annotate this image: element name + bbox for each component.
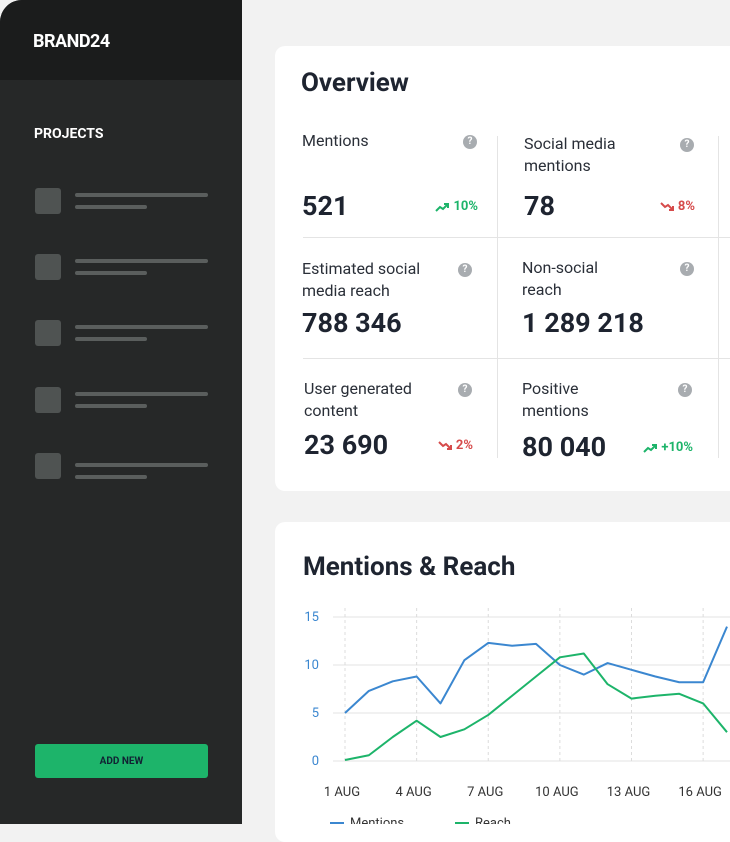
divider (497, 136, 498, 458)
divider (718, 136, 719, 458)
x-tick-label: 13 AUG (607, 785, 651, 800)
project-line (75, 259, 208, 263)
change-text: 8% (677, 199, 695, 214)
metric-label: Mentions (302, 131, 369, 150)
chart: 0 5 10 15 1 AUG 4 AUG 7 AUG 10 AUG 13 AUG 16 AUG M… (304, 608, 730, 824)
project-icon[interactable] (35, 254, 61, 280)
y-tick-label: 0 (312, 754, 319, 769)
sidebar: BRAND24 PROJECTS ADD NEW (0, 0, 242, 824)
help-icon[interactable]: ? (680, 138, 694, 152)
metric-value: 80 040 (522, 431, 607, 463)
project-icon[interactable] (35, 188, 61, 214)
help-icon[interactable]: ? (463, 135, 477, 149)
section-title: PROJECTS (34, 126, 104, 142)
metric-label: Positive mentions (522, 379, 589, 420)
project-icon[interactable] (35, 320, 61, 346)
chart-card (275, 522, 730, 842)
legend-label: Reach (475, 816, 511, 824)
project-line (75, 463, 208, 467)
metric-value: 521 (302, 190, 349, 222)
metric-label: Non-social reach (522, 258, 599, 299)
series-line (344, 626, 728, 714)
y-tick-label: 10 (304, 658, 319, 673)
metric-label: User generated content (304, 379, 412, 420)
trend-icon (660, 201, 674, 211)
series-line (344, 652, 728, 762)
metric-label: Social media mentions (524, 134, 616, 175)
metric-value: 78 (524, 190, 555, 222)
project-line (75, 392, 208, 396)
metric-change: 8% (660, 199, 695, 214)
metric-value: 788 346 (302, 307, 402, 339)
project-line (75, 271, 147, 275)
x-tick-label: 4 AUG (396, 785, 432, 800)
metric-change: +10% (643, 440, 693, 455)
x-tick-label: 10 AUG (535, 785, 579, 800)
divider (303, 237, 730, 238)
metric-value: 1 289 218 (522, 307, 644, 339)
overview-title: Overview (301, 68, 409, 98)
project-line (75, 475, 147, 479)
help-icon[interactable]: ? (680, 262, 694, 276)
project-line (75, 205, 147, 209)
brand-bar (0, 0, 242, 80)
project-line (75, 404, 147, 408)
metric-change: 10% (435, 199, 478, 214)
x-tick-label: 1 AUG (324, 785, 360, 800)
change-text: +10% (661, 440, 693, 455)
x-tick-label: 7 AUG (467, 785, 503, 800)
trend-icon (435, 202, 450, 212)
metric-label: Estimated social media reach (302, 259, 421, 300)
overview-card (275, 46, 730, 491)
metric-value: 23 690 (304, 429, 389, 461)
y-tick-label: 5 (312, 706, 319, 721)
help-icon[interactable]: ? (458, 263, 472, 277)
x-tick-label: 16 AUG (678, 785, 722, 800)
divider (303, 358, 730, 359)
legend-label: Mentions (350, 816, 404, 824)
project-line (75, 337, 147, 341)
project-icon[interactable] (35, 387, 61, 413)
trend-icon (438, 440, 452, 450)
project-line (75, 325, 208, 329)
help-icon[interactable]: ? (458, 383, 472, 397)
change-text: 10% (453, 199, 478, 214)
project-line (75, 193, 208, 197)
project-icon[interactable] (35, 453, 61, 479)
add-new-button[interactable]: ADD NEW (35, 744, 208, 778)
trend-icon (643, 443, 658, 453)
change-text: 2% (455, 438, 473, 453)
metric-change: 2% (438, 438, 473, 453)
brand: BRAND24 (33, 31, 110, 52)
y-tick-label: 15 (304, 610, 319, 625)
help-icon[interactable]: ? (678, 383, 692, 397)
chart-title: Mentions & Reach (303, 552, 516, 582)
